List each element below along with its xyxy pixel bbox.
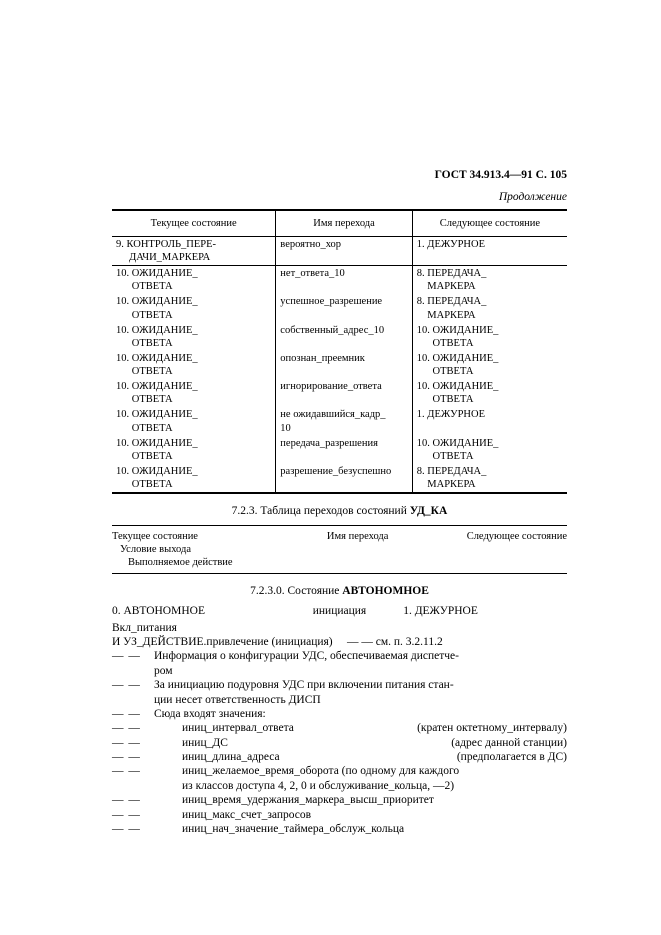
- ch-current: Текущее состояние: [112, 530, 285, 543]
- section-subtitle: 7.2.3. Таблица переходов состояний УД_КА: [112, 504, 567, 518]
- line-9b: из классов доступа 4, 2, 0 и обслуживани…: [112, 779, 567, 793]
- line-9: — — иниц_желаемое_время_оборота (по одно…: [112, 764, 567, 778]
- table-row: 10. ОЖИДАНИЕ_ ОТВЕТАне ожидавшийся_кадр_…: [112, 407, 567, 435]
- table-cell: 1. ДЕЖУРНОЕ: [412, 407, 567, 435]
- document-page: ГОСТ 34.913.4—91 С. 105 Продолжение Теку…: [112, 168, 567, 836]
- line-6: — — иниц_интервал_ответа(кратен октетном…: [112, 721, 567, 735]
- table-row: 10. ОЖИДАНИЕ_ ОТВЕТАнет_ответа_108. ПЕРЕ…: [112, 266, 567, 295]
- tr-right: 1. ДЕЖУРНОЕ: [403, 604, 567, 618]
- column-headers: Текущее состояние Имя перехода Следующее…: [112, 525, 567, 574]
- ch-transition: Имя перехода: [285, 530, 431, 543]
- ch-next: Следующее состояние: [430, 530, 567, 543]
- table-cell: вероятно_хор: [276, 236, 413, 265]
- table-cell: успешное_разрешение: [276, 294, 413, 322]
- table-row: 10. ОЖИДАНИЕ_ ОТВЕТАпередача_разрешения1…: [112, 436, 567, 464]
- table-row: 10. ОЖИДАНИЕ_ ОТВЕТАуспешное_разрешение8…: [112, 294, 567, 322]
- line-12: — — иниц_нач_значение_таймера_обслуж_кол…: [112, 822, 567, 836]
- table-cell: 10. ОЖИДАНИЕ_ ОТВЕТА: [412, 323, 567, 351]
- table-cell: передача_разрешения: [276, 436, 413, 464]
- tr-left: 0. АВТОНОМНОЕ: [112, 604, 276, 618]
- table-cell: нет_ответа_10: [276, 266, 413, 295]
- continuation-label: Продолжение: [112, 190, 567, 204]
- table-cell: 10. ОЖИДАНИЕ_ ОТВЕТА: [112, 294, 276, 322]
- doc-header: ГОСТ 34.913.4—91 С. 105: [112, 168, 567, 182]
- line-8: — — иниц_длина_адреса(предполагается в Д…: [112, 750, 567, 764]
- transition-row: 0. АВТОНОМНОЕ инициация 1. ДЕЖУРНОЕ: [112, 604, 567, 618]
- tr-mid: инициация: [276, 604, 403, 618]
- table-cell: 9. КОНТРОЛЬ_ПЕРЕ- ДАЧИ_МАРКЕРА: [112, 236, 276, 265]
- line-4b: ции несет ответственность ДИСП: [112, 693, 567, 707]
- line-3b: ром: [112, 664, 567, 678]
- table-row: 10. ОЖИДАНИЕ_ ОТВЕТАразрешение_безуспешн…: [112, 464, 567, 493]
- line-11: — — иниц_макс_счет_запросов: [112, 808, 567, 822]
- ch-sub2: Выполняемое действие: [112, 556, 567, 569]
- table-row: 9. КОНТРОЛЬ_ПЕРЕ- ДАЧИ_МАРКЕРАвероятно_х…: [112, 236, 567, 265]
- table-row: 10. ОЖИДАНИЕ_ ОТВЕТАигнорирование_ответа…: [112, 379, 567, 407]
- table-cell: 10. ОЖИДАНИЕ_ ОТВЕТА: [112, 379, 276, 407]
- table-cell: 10. ОЖИДАНИЕ_ ОТВЕТА: [412, 351, 567, 379]
- table-cell: 8. ПЕРЕДАЧА_ МАРКЕРА: [412, 294, 567, 322]
- line-5: — —Сюда входят значения:: [112, 707, 567, 721]
- table-cell: 10. ОЖИДАНИЕ_ ОТВЕТА: [112, 407, 276, 435]
- state-table: Текущее состояние Имя перехода Следующее…: [112, 209, 567, 494]
- ch-sub1: Условие выхода: [112, 543, 567, 556]
- table-cell: игнорирование_ответа: [276, 379, 413, 407]
- table-cell: собственный_адрес_10: [276, 323, 413, 351]
- th-next: Следующее состояние: [412, 210, 567, 237]
- table-row: 10. ОЖИДАНИЕ_ ОТВЕТАопознан_преемник10. …: [112, 351, 567, 379]
- table-cell: 1. ДЕЖУРНОЕ: [412, 236, 567, 265]
- table-cell: 8. ПЕРЕДАЧА_ МАРКЕРА: [412, 266, 567, 295]
- table-cell: 10. ОЖИДАНИЕ_ ОТВЕТА: [112, 351, 276, 379]
- table-cell: 10. ОЖИДАНИЕ_ ОТВЕТА: [112, 323, 276, 351]
- table-cell: 10. ОЖИДАНИЕ_ ОТВЕТА: [112, 436, 276, 464]
- table-cell: 10. ОЖИДАНИЕ_ ОТВЕТА: [112, 464, 276, 493]
- table-cell: 8. ПЕРЕДАЧА_ МАРКЕРА: [412, 464, 567, 493]
- table-cell: разрешение_безуспешно: [276, 464, 413, 493]
- table-cell: 10. ОЖИДАНИЕ_ ОТВЕТА: [412, 436, 567, 464]
- line-3: — —Информация о конфигурации УДС, обеспе…: [112, 649, 567, 663]
- line-10: — — иниц_время_удержания_маркера_высш_пр…: [112, 793, 567, 807]
- table-row: 10. ОЖИДАНИЕ_ ОТВЕТАсобственный_адрес_10…: [112, 323, 567, 351]
- line-7: — — иниц_ДС(адрес данной станции): [112, 736, 567, 750]
- state-heading: 7.2.3.0. Состояние АВТОНОМНОЕ: [112, 584, 567, 598]
- body-text: Вкл_питания И УЗ_ДЕЙСТВИЕ.привлечение (и…: [112, 621, 567, 837]
- table-cell: 10. ОЖИДАНИЕ_ ОТВЕТА: [412, 379, 567, 407]
- line-4: — —За инициацию подуровня УДС при включе…: [112, 678, 567, 692]
- th-transition: Имя перехода: [276, 210, 413, 237]
- line-2: И УЗ_ДЕЙСТВИЕ.привлечение (инициация) — …: [112, 635, 567, 649]
- th-current: Текущее состояние: [112, 210, 276, 237]
- table-cell: не ожидавшийся_кадр_ 10: [276, 407, 413, 435]
- line-1: Вкл_питания: [112, 621, 567, 635]
- table-cell: опознан_преемник: [276, 351, 413, 379]
- table-cell: 10. ОЖИДАНИЕ_ ОТВЕТА: [112, 266, 276, 295]
